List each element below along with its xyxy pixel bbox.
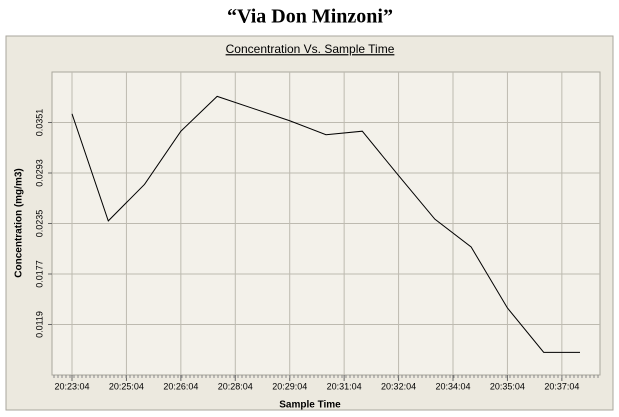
x-tick-label: 20:23:04 — [54, 381, 89, 391]
x-tick-label: 20:25:04 — [109, 381, 144, 391]
page-header: “Via Don Minzoni” — [227, 6, 393, 28]
x-tick-label: 20:32:04 — [381, 381, 416, 391]
x-tick-label: 20:26:04 — [163, 381, 198, 391]
x-tick-label: 20:35:04 — [490, 381, 525, 391]
y-tick-label: 0.0177 — [34, 260, 44, 288]
data-line — [71, 95, 580, 353]
x-axis-label: Sample Time — [279, 400, 341, 411]
x-tick-label: 20:28:04 — [218, 381, 253, 391]
x-tick-label: 20:34:04 — [435, 381, 470, 391]
y-tick-label: 0.0351 — [34, 109, 44, 137]
y-axis-label: Concentration (mg/m3) — [14, 168, 25, 277]
x-tick-label: 20:31:04 — [327, 381, 362, 391]
chart-title: Concentration Vs. Sample Time — [226, 42, 395, 56]
x-tick-label: 20:37:04 — [544, 381, 579, 391]
y-tick-label: 0.0293 — [34, 159, 44, 187]
y-tick-label: 0.0119 — [34, 311, 44, 338]
y-tick-label: 0.0235 — [34, 210, 44, 238]
x-tick-label: 20:29:04 — [272, 381, 307, 391]
